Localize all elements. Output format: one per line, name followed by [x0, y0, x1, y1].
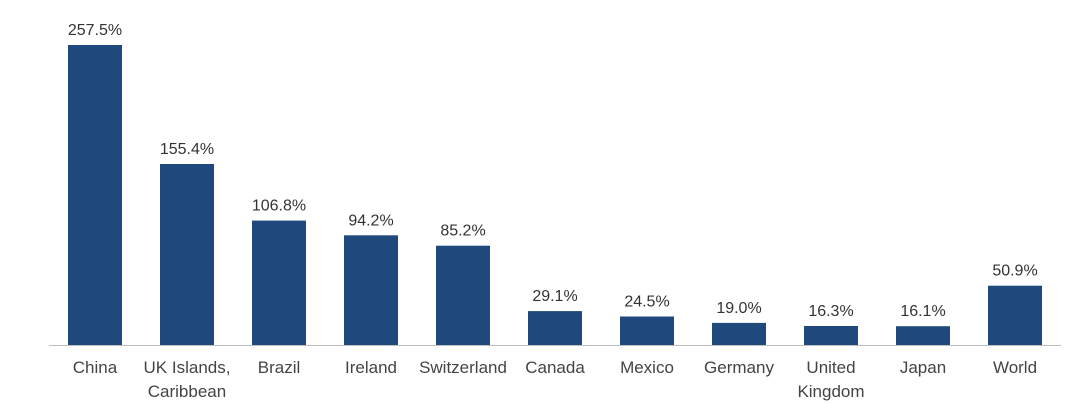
category-label-line: United [806, 358, 855, 377]
category-label-8: United Kingdom [797, 358, 864, 401]
category-label-line: UK Islands, [144, 358, 231, 377]
category-label-4: Switzerland [419, 358, 507, 377]
category-label-3: Ireland [345, 358, 397, 377]
bar-8 [804, 326, 858, 345]
bar-9 [896, 326, 950, 345]
category-label-line: China [73, 358, 118, 377]
category-label-line: Kingdom [797, 382, 864, 401]
value-label-3: 94.2% [348, 212, 393, 229]
value-labels-group: 257.5% 155.4% 106.8% 94.2% 85.2% 29.1% 24.5% 19… [68, 22, 1038, 320]
category-label-line: Ireland [345, 358, 397, 377]
bar-0 [68, 45, 122, 345]
value-label-0: 257.5% [68, 22, 122, 39]
value-label-8: 16.3% [808, 303, 853, 320]
category-label-line: Caribbean [148, 382, 226, 401]
category-label-line: Mexico [620, 358, 674, 377]
value-label-6: 24.5% [624, 294, 669, 311]
value-label-5: 29.1% [532, 288, 577, 305]
bars-group [68, 45, 1042, 345]
category-label-9: Japan [900, 358, 946, 377]
category-label-10: World [993, 358, 1037, 377]
value-label-10: 50.9% [992, 263, 1037, 280]
category-label-line: Japan [900, 358, 946, 377]
category-label-line: World [993, 358, 1037, 377]
value-label-1: 155.4% [160, 141, 214, 158]
bar-10 [988, 285, 1042, 345]
category-label-2: Brazil [258, 358, 301, 377]
category-labels-group: China UK Islands, Caribbean Brazil Ireland Sw… [73, 358, 1037, 401]
category-label-line: Switzerland [419, 358, 507, 377]
bar-3 [344, 235, 398, 345]
category-label-1: UK Islands, Caribbean [144, 358, 231, 401]
category-label-line: Brazil [258, 358, 301, 377]
bar-4 [436, 245, 490, 345]
category-label-0: China [73, 358, 118, 377]
bar-7 [712, 322, 766, 345]
category-label-5: Canada [525, 358, 585, 377]
category-label-line: Canada [525, 358, 585, 377]
bar-5 [528, 311, 582, 345]
category-label-line: Germany [704, 358, 774, 377]
bar-6 [620, 316, 674, 345]
category-label-6: Mexico [620, 358, 674, 377]
bar-2 [252, 220, 306, 345]
category-label-7: Germany [704, 358, 774, 377]
value-label-4: 85.2% [440, 223, 485, 240]
value-label-7: 19.0% [716, 300, 761, 317]
bar-1 [160, 164, 214, 345]
value-label-9: 16.1% [900, 303, 945, 320]
value-label-2: 106.8% [252, 198, 306, 215]
